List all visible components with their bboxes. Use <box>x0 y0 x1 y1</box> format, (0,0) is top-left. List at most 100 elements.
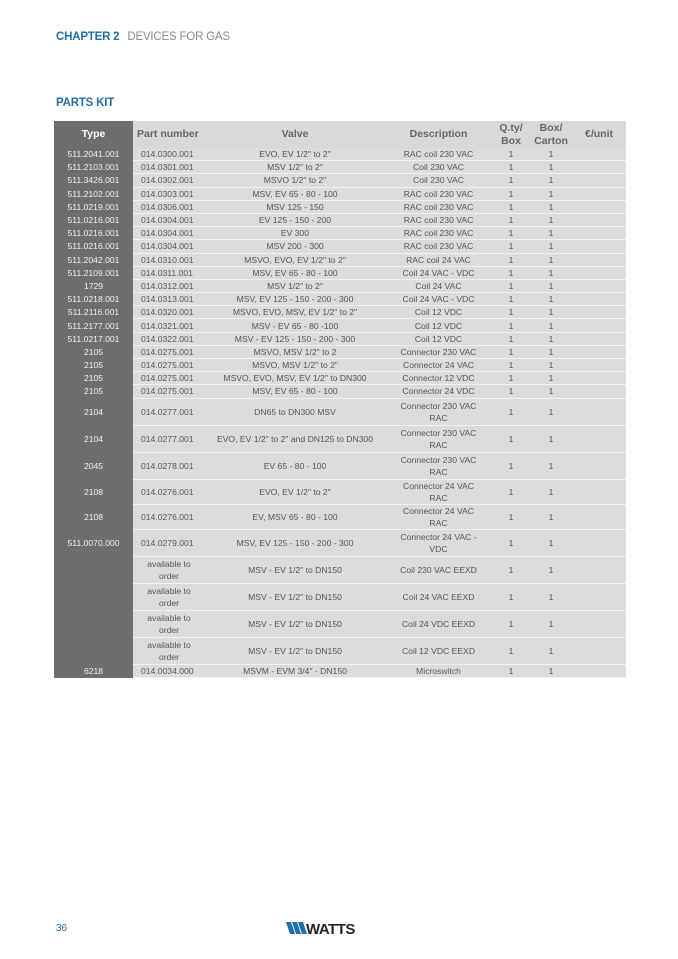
price-cell <box>572 504 626 530</box>
qty-box-cell: 1 <box>492 504 530 530</box>
table-row: available to order MSV - EV 1/2" to DN150… <box>54 583 626 611</box>
type-cell: 511.0219.001 <box>54 200 133 214</box>
qty-box-cell: 1 <box>492 425 530 453</box>
qty-box-cell: 1 <box>492 266 530 280</box>
price-cell <box>572 610 626 638</box>
qty-box-cell: 1 <box>492 253 530 267</box>
qty-box-cell: 1 <box>492 213 530 228</box>
part-number-cell: available to order <box>133 610 205 638</box>
box-carton-cell: 1 <box>530 160 572 175</box>
valve-cell: MSVO 1/2" to 2" <box>205 173 385 188</box>
box-carton-cell: 1 <box>530 398 572 426</box>
part-number-cell: 014.0312.001 <box>133 279 205 294</box>
table-row: 6218 014.0034.000 MSVM - EVM 3/4" - DN150 M… <box>54 664 626 678</box>
parts-kit-table: Type Part number Valve Description Q.ty/ Box… <box>54 121 626 678</box>
description-cell: Connector 230 VAC RAC <box>385 425 492 453</box>
table-row: 511.2042.001 014.0310.001 MSVO, EVO, EV 1/… <box>54 253 626 267</box>
description-cell: Coil 230 VAC <box>385 173 492 188</box>
table-row: 511.0219.001 014.0306.001 MSV 125 - 150 RAC… <box>54 200 626 214</box>
box-carton-cell: 1 <box>530 305 572 320</box>
valve-cell: MSV, EV 65 - 80 - 100 <box>205 384 385 399</box>
box-carton-cell: 1 <box>530 583 572 611</box>
description-cell: RAC coil 230 VAC <box>385 187 492 201</box>
type-cell: 511.2103.001 <box>54 160 133 175</box>
part-number-cell: 014.0301.001 <box>133 160 205 175</box>
table-row: 2105 014.0275.001 MSVO, MSV 1/2" to 2" Conn… <box>54 358 626 373</box>
qty-box-cell: 1 <box>492 345 530 360</box>
type-cell: 2045 <box>54 452 133 480</box>
description-cell: Coil 12 VDC <box>385 305 492 320</box>
box-carton-cell: 1 <box>530 239 572 254</box>
qty-box-cell: 1 <box>492 148 530 162</box>
qty-box-cell: 1 <box>492 239 530 254</box>
valve-cell: EVO, EV 1/2" to 2" and DN125 to DN300 <box>205 425 385 453</box>
type-cell: 6218 <box>54 664 133 678</box>
part-number-cell: 014.0313.001 <box>133 292 205 307</box>
qty-box-cell: 1 <box>492 305 530 320</box>
valve-cell: EVO, EV 1/2" to 2" <box>205 479 385 505</box>
type-cell: 511.3426.001 <box>54 173 133 188</box>
box-carton-cell: 1 <box>530 318 572 333</box>
valve-cell: MSV, EV 65 - 80 - 100 <box>205 266 385 280</box>
type-cell: 511.0216.001 <box>54 213 133 228</box>
valve-cell: MSVM - EVM 3/4" - DN150 <box>205 664 385 678</box>
type-cell: 2108 <box>54 504 133 530</box>
price-cell <box>572 452 626 480</box>
valve-cell: MSVO, EVO, MSV, EV 1/2" to 2" <box>205 305 385 320</box>
price-cell <box>572 239 626 254</box>
description-cell: RAC coil 230 VAC <box>385 200 492 214</box>
price-cell <box>572 148 626 162</box>
part-number-cell: 014.0321.001 <box>133 318 205 333</box>
box-carton-cell: 1 <box>530 504 572 530</box>
price-cell <box>572 305 626 320</box>
box-carton-cell: 1 <box>530 384 572 399</box>
valve-cell: MSV, EV 125 - 150 - 200 - 300 <box>205 529 385 557</box>
valve-cell: EV 65 - 80 - 100 <box>205 452 385 480</box>
valve-cell: MSV 125 - 150 <box>205 200 385 214</box>
description-cell: Connector 230 VAC RAC <box>385 398 492 426</box>
type-cell: 511.2042.001 <box>54 253 133 267</box>
part-number-cell: 014.0303.001 <box>133 187 205 201</box>
price-cell <box>572 345 626 360</box>
box-carton-cell: 1 <box>530 358 572 373</box>
description-cell: Connector 24 VAC RAC <box>385 479 492 505</box>
price-cell <box>572 187 626 201</box>
type-cell: 511.0070.000 <box>54 529 133 557</box>
box-carton-cell: 1 <box>530 345 572 360</box>
price-cell <box>572 332 626 346</box>
description-cell: Connector 24 VAC <box>385 358 492 373</box>
price-cell <box>572 529 626 557</box>
type-cell <box>54 583 133 611</box>
description-cell: Coil 24 VAC - VDC <box>385 292 492 307</box>
price-cell <box>572 398 626 426</box>
section-title: PARTS KIT <box>56 97 115 109</box>
type-cell: 2105 <box>54 384 133 399</box>
price-cell <box>572 425 626 453</box>
type-cell: 2108 <box>54 479 133 505</box>
box-carton-cell: 1 <box>530 213 572 228</box>
table-row: 2105 014.0275.001 MSV, EV 65 - 80 - 100 Con… <box>54 384 626 399</box>
type-cell <box>54 610 133 638</box>
box-carton-cell: 1 <box>530 279 572 294</box>
table-row: available to order MSV - EV 1/2" to DN150… <box>54 610 626 638</box>
column-header: Box/ Carton <box>530 121 572 148</box>
valve-cell: MSV - EV 1/2" to DN150 <box>205 610 385 638</box>
description-cell: Coil 24 VAC <box>385 279 492 294</box>
valve-cell: MSV 200 - 300 <box>205 239 385 254</box>
table-row: 511.2103.001 014.0301.001 MSV 1/2" to 2" Co… <box>54 160 626 175</box>
valve-cell: DN65 to DN300 MSV <box>205 398 385 426</box>
table-row: 2104 014.0277.001 EVO, EV 1/2" to 2" and D… <box>54 425 626 453</box>
valve-cell: EV, MSV 65 - 80 - 100 <box>205 504 385 530</box>
table-row: 2108 014.0276.001 EVO, EV 1/2" to 2" Connec… <box>54 479 626 505</box>
part-number-cell: 014.0276.001 <box>133 504 205 530</box>
part-number-cell: available to order <box>133 583 205 611</box>
table-row: 511.2109.001 014.0311.001 MSV, EV 65 - 80 … <box>54 266 626 280</box>
valve-cell: MSV, EV 65 - 80 - 100 <box>205 187 385 201</box>
table-row: 511.2041.001 014.0300.001 EVO, EV 1/2" to … <box>54 148 626 162</box>
valve-cell: MSVO, MSV 1/2" to 2 <box>205 345 385 360</box>
box-carton-cell: 1 <box>530 479 572 505</box>
part-number-cell: 014.0276.001 <box>133 479 205 505</box>
box-carton-cell: 1 <box>530 187 572 201</box>
description-cell: Connector 24 VDC <box>385 384 492 399</box>
type-cell <box>54 556 133 584</box>
